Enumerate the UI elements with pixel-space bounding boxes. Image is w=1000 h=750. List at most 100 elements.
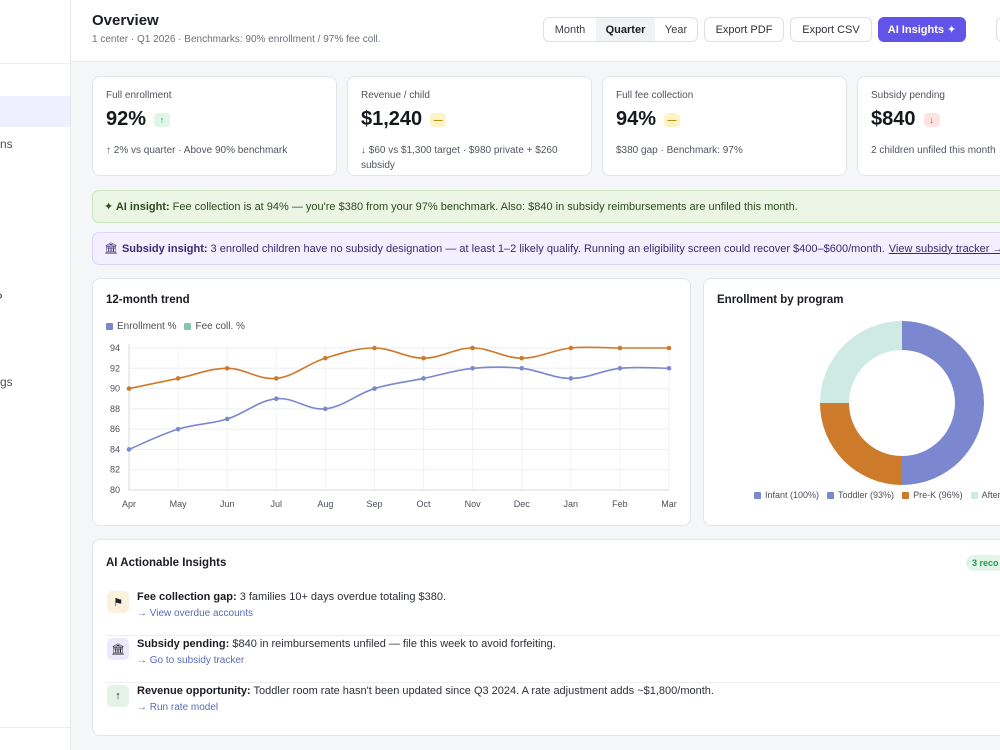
data-point	[224, 365, 230, 371]
data-point	[568, 345, 574, 351]
legend-label: Infant (100%)	[765, 490, 820, 500]
x-tick-label: Apr	[122, 499, 136, 509]
sidebar-divider	[0, 63, 70, 64]
trend-flat-icon: —	[430, 112, 447, 127]
period-quarter-button[interactable]: Quarter	[596, 18, 655, 41]
ai-insight-banner: ✦ AI insight: Fee collection is at 94% —…	[92, 190, 1000, 223]
subsidy-tracker-link[interactable]: View subsidy tracker →	[888, 242, 1000, 255]
y-tick-label: 90	[110, 384, 120, 394]
series-line	[128, 366, 670, 451]
legend-label: After S	[981, 490, 1000, 500]
x-tick-label: Aug	[317, 499, 333, 509]
x-tick-label: Mar	[661, 499, 677, 509]
data-point	[224, 416, 230, 422]
kpi-detail: $380 gap · Benchmark: 97%	[616, 145, 743, 156]
x-tick-label: Oct	[417, 499, 432, 509]
sidebar: ns gs	[0, 0, 71, 750]
x-tick-label: Jan	[564, 499, 579, 509]
donut-slice	[820, 321, 902, 403]
sidebar-item-icon-fragment	[0, 290, 4, 300]
insight-text: Revenue opportunity: Toddler room rate h…	[137, 685, 714, 697]
legend-item[interactable]: After S	[970, 490, 1000, 500]
data-point	[617, 365, 623, 371]
actionable-insights-card: AI Actionable Insights 3 reco ⚑ Fee coll…	[92, 539, 1000, 736]
donut-slice	[820, 403, 902, 485]
series-line	[128, 346, 669, 390]
y-tick-label: 86	[110, 424, 120, 434]
trend-chart-card: 12-month trend Enrollment % Fee coll. % 8…	[92, 278, 691, 526]
data-point	[617, 345, 623, 351]
x-tick-label: Feb	[612, 499, 628, 509]
kpi-value: $840 ↓	[871, 108, 940, 131]
insights-title: AI Actionable Insights	[106, 557, 227, 569]
header-extra-button[interactable]	[996, 17, 1000, 42]
data-point	[372, 386, 377, 391]
run-rate-model-link[interactable]: → Run rate model	[137, 702, 219, 713]
chart-title: Enrollment by program	[717, 294, 844, 306]
sidebar-item-label[interactable]: ns	[0, 137, 13, 151]
data-point	[126, 447, 132, 452]
kpi-label: Full enrollment	[106, 90, 172, 101]
legend-label: Toddler (93%)	[838, 490, 895, 500]
kpi-value-text: $1,240	[361, 108, 423, 130]
recommendation-count-badge: 3 reco	[966, 555, 1000, 571]
kpi-card-enrollment: Full enrollment 92% ↑ ↑ 2% vs quarter · A…	[92, 76, 337, 176]
ai-insight-text: Fee collection is at 94% — you're $380 f…	[172, 200, 798, 213]
data-point	[666, 365, 672, 371]
trend-up-icon: ↑	[154, 112, 171, 127]
legend-swatch	[970, 491, 978, 499]
period-month-button[interactable]: Month	[554, 23, 586, 36]
legend-item[interactable]: Infant (100%)	[754, 490, 819, 500]
legend-item[interactable]: Enrollment %	[106, 321, 176, 332]
export-csv-button[interactable]: Export CSV	[790, 17, 872, 42]
ai-insights-button[interactable]: AI Insights ✦	[878, 17, 966, 42]
export-pdf-button[interactable]: Export PDF	[704, 17, 784, 42]
legend-swatch	[184, 323, 192, 330]
page-title: Overview	[92, 12, 159, 29]
data-point	[175, 376, 181, 381]
y-tick-label: 82	[110, 465, 120, 475]
period-selector: Month Quarter Year	[543, 17, 698, 42]
kpi-card-revenue: Revenue / child $1,240 — ↓ $60 vs $1,300 …	[347, 76, 592, 176]
sidebar-item-label[interactable]: gs	[0, 375, 13, 389]
y-tick-label: 92	[110, 363, 120, 373]
legend-item[interactable]: Toddler (93%)	[827, 490, 894, 500]
legend-swatch	[106, 323, 113, 330]
insight-item: ↑ Revenue opportunity: Toddler room rate…	[106, 683, 1000, 730]
legend-item[interactable]: Fee coll. %	[184, 321, 245, 332]
view-overdue-accounts-link[interactable]: → View overdue accounts	[137, 608, 253, 619]
kpi-card-fee-collection: Full fee collection 94% — $380 gap · Benc…	[602, 76, 847, 176]
x-tick-label: Nov	[465, 499, 482, 509]
legend-swatch	[754, 491, 761, 499]
insight-body: $840 in reimbursements unfiled — file th…	[232, 638, 556, 650]
kpi-label: Subsidy pending	[871, 90, 945, 101]
subsidy-insight-label: Subsidy insight:	[121, 242, 208, 255]
data-point	[519, 355, 525, 361]
page-subtitle: 1 center · Q1 2026 · Benchmarks: 90% enr…	[92, 34, 381, 45]
top-header: Overview 1 center · Q1 2026 · Benchmarks…	[71, 0, 1000, 62]
sidebar-item-active[interactable]	[0, 96, 70, 127]
legend-item[interactable]: Pre-K (96%)	[902, 490, 963, 500]
kpi-detail: ↓ $60 vs $1,300 target · $980 private + …	[361, 145, 558, 171]
data-point	[666, 345, 672, 351]
data-point	[273, 376, 279, 381]
kpi-label: Full fee collection	[616, 90, 694, 101]
subsidy-insight-text: 3 enrolled children have no subsidy desi…	[210, 242, 885, 255]
x-tick-label: Dec	[514, 499, 531, 509]
kpi-detail: 2 children unfiled this month	[871, 145, 996, 156]
insight-item: ⚑ Fee collection gap: 3 families 10+ day…	[106, 589, 1000, 636]
x-tick-label: Sep	[366, 499, 382, 509]
kpi-value: $1,240 —	[361, 108, 447, 131]
trend-down-icon: ↓	[923, 112, 940, 127]
data-point	[175, 426, 181, 432]
insight-heading: Fee collection gap:	[137, 591, 237, 603]
subsidy-tracker-link[interactable]: → Go to subsidy tracker	[137, 655, 245, 666]
x-tick-label: Jun	[220, 499, 235, 509]
kpi-value: 94% —	[616, 108, 681, 131]
donut-chart	[820, 321, 984, 485]
period-year-button[interactable]: Year	[664, 23, 688, 36]
y-tick-label: 94	[110, 343, 120, 353]
kpi-label: Revenue / child	[361, 90, 430, 101]
x-tick-label: Jul	[271, 499, 283, 509]
kpi-detail: ↑ 2% vs quarter · Above 90% benchmark	[106, 145, 288, 156]
